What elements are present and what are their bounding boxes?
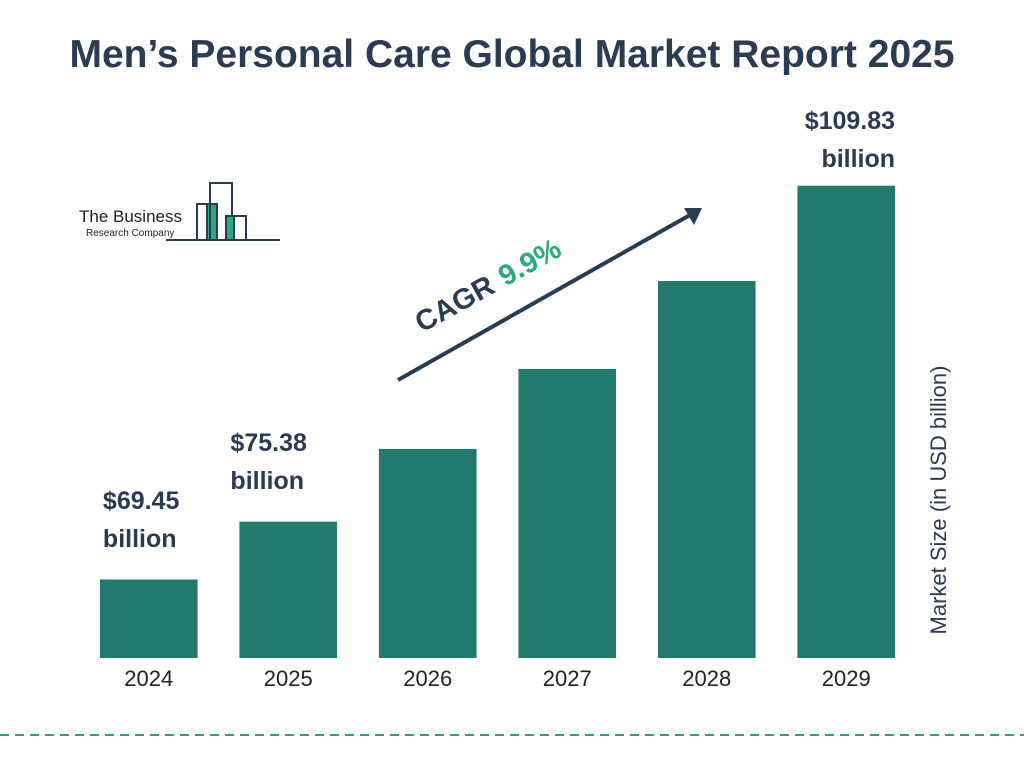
bar (378, 448, 477, 658)
cagr-annotation: CAGR9.9% (397, 208, 702, 382)
bar (518, 368, 617, 658)
x-tick-label: 2028 (682, 666, 731, 691)
cagr-arrowhead (684, 208, 702, 225)
bar (797, 185, 896, 658)
bar (657, 281, 756, 658)
cagr-value: 9.9% (493, 233, 567, 293)
bar (239, 521, 338, 658)
value-label: $69.45 billion (102, 486, 180, 553)
value-label: $75.38 billion (230, 428, 307, 495)
x-tick-label: 2025 (264, 666, 313, 691)
x-tick-label: 2024 (124, 666, 173, 691)
x-tick-label: 2026 (403, 666, 452, 691)
value-label: $109.83 billion (804, 106, 896, 173)
x-tick-label: 2029 (822, 666, 871, 691)
logo-subtitle: Research Company (86, 228, 174, 239)
cagr: CAGR9.9% (410, 233, 567, 339)
bar (99, 579, 198, 658)
y-axis-label: Market Size (in USD billion) (926, 366, 951, 635)
logo-name: The Business (79, 207, 182, 226)
logo: The Business Research Company (79, 182, 280, 241)
x-tick-label: 2027 (543, 666, 592, 691)
cagr-arrow (397, 213, 691, 382)
chart-title: Men’s Personal Care Global Market Report… (69, 33, 955, 76)
